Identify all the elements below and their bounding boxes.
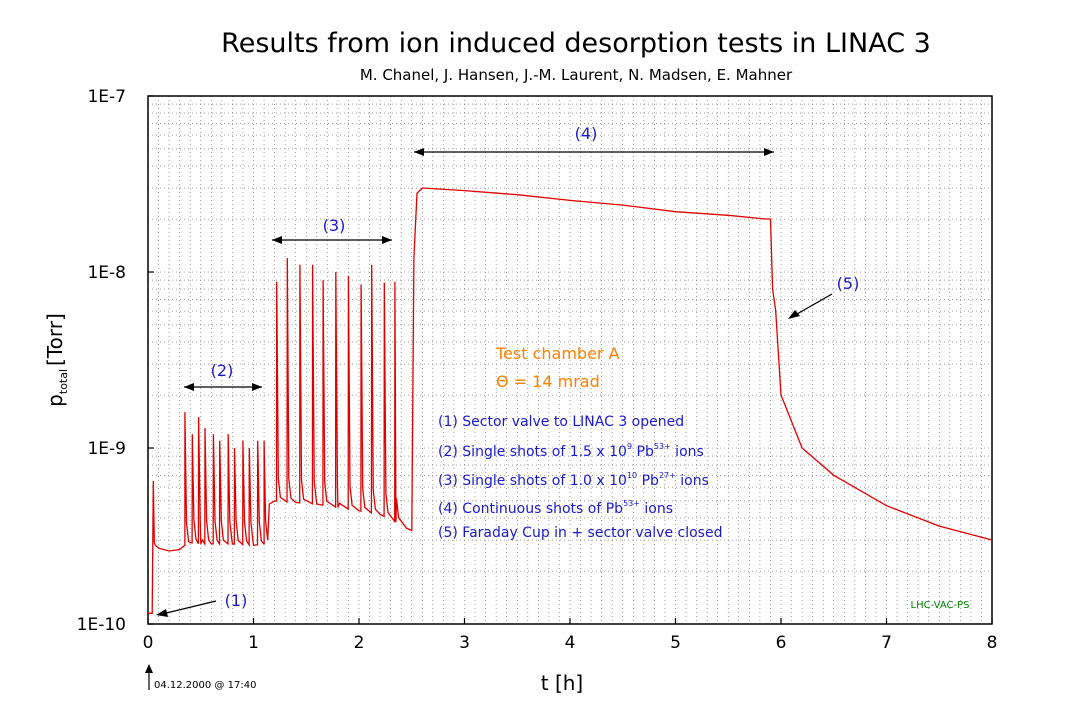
pressure-series [148,187,993,614]
x-tick-label: 7 [881,633,892,653]
x-tick-label: 4 [565,633,576,653]
grid-lines [148,96,992,624]
timestamp-label: 04.12.2000 @ 17:40 [154,680,256,691]
start-arrow [145,664,153,690]
x-axis-label: t [h] [541,671,583,695]
y-tick-labels: 1E-10 1E-9 1E-8 1E-7 [77,87,126,635]
y-axis-label-unit: [Torr] [43,313,67,366]
x-tick-label: 1 [248,633,259,653]
y-axis-label-group: ptotal [Torr] [43,313,70,407]
y-axis-label-main: p [43,394,67,407]
y-tick-label: 1E-9 [87,439,126,459]
y-tick-label: 1E-10 [77,615,126,635]
test-chamber-label: Test chamber A [495,344,620,363]
bracket-2 [184,383,262,391]
arrow-5 [788,293,833,319]
note-5: (5) Faraday Cup in + sector valve closed [438,525,722,541]
note-2: (2) Single shots of 1.5 x 109 Pb53+ ions [438,442,704,460]
x-tick-labels: 0 1 2 3 4 5 6 7 8 [143,633,998,653]
credit-label: LHC-VAC-PS [911,600,970,611]
arrow-1 [156,600,217,617]
bracket-3 [272,236,392,244]
chart-title: Results from ion induced desorption test… [221,28,931,59]
pressure-line [148,187,993,614]
x-tick-label: 8 [987,633,998,653]
annotation-legend: (1) Sector valve to LINAC 3 opened (2) S… [438,414,722,541]
y-tick-label: 1E-7 [87,87,126,107]
marker-3: (3) [323,216,346,235]
axis-tick-marks [147,95,993,625]
svg-text:ptotal[Torr]: ptotal [Torr] [43,313,70,407]
x-tick-label: 3 [459,633,470,653]
marker-4: (4) [575,124,598,143]
x-tick-label: 2 [354,633,365,653]
bracket-4 [414,148,774,156]
y-tick-label: 1E-8 [87,263,126,283]
marker-2: (2) [211,361,234,380]
x-tick-label: 5 [670,633,681,653]
x-tick-label: 6 [776,633,787,653]
marker-1: (1) [225,591,248,610]
y-axis-label-sub: total [57,369,70,394]
note-4: (4) Continuous shots of Pb53+ ions [438,499,673,517]
marker-5: (5) [837,274,860,293]
x-tick-label: 0 [143,633,154,653]
note-3: (3) Single shots of 1.0 x 1010 Pb27+ ion… [438,471,709,489]
angle-label: Θ = 14 mrad [496,372,600,391]
chart-subtitle: M. Chanel, J. Hansen, J.-M. Laurent, N. … [360,66,793,84]
note-1: (1) Sector valve to LINAC 3 opened [438,414,684,430]
